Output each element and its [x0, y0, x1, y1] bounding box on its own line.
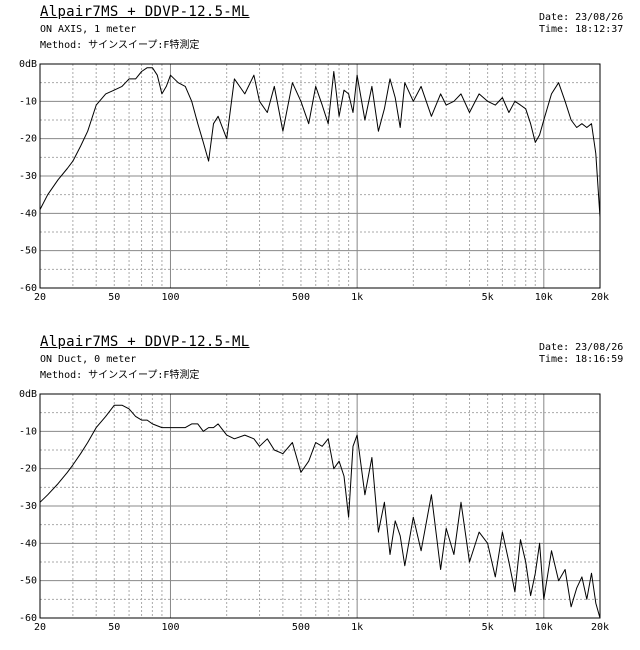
x-tick-label: 20: [34, 292, 46, 303]
x-tick-label: 10k: [535, 622, 553, 633]
date-readout: Date: 23/08/26: [539, 12, 624, 23]
y-tick-label: -50: [19, 246, 37, 257]
y-tick-label: -60: [19, 613, 37, 624]
method-label: Method: [40, 370, 77, 381]
y-tick-label: -60: [19, 283, 37, 294]
chart-panel-on-duct: Alpair7MS + DDVP-12.5-ML ON Duct, 0 mete…: [0, 330, 640, 650]
measurement-condition: ON Duct, 0 meter: [40, 354, 137, 365]
plot-frame: [39, 393, 601, 619]
x-tick-label: 100: [161, 292, 179, 303]
measurement-method: Method: サインスイープ:F特測定: [40, 370, 200, 381]
date-value: 23/08/26: [575, 342, 624, 353]
chart-title: Alpair7MS + DDVP-12.5-ML: [40, 334, 250, 350]
x-tick-label: 20: [34, 622, 46, 633]
x-tick-label: 50: [108, 622, 120, 633]
x-tick-label: 20k: [591, 622, 609, 633]
x-tick-label: 1k: [351, 622, 363, 633]
chart-title: Alpair7MS + DDVP-12.5-ML: [40, 4, 250, 20]
time-value: 18:16:59: [575, 354, 624, 365]
response-curve: [39, 404, 601, 619]
y-tick-label: -30: [19, 501, 37, 512]
x-tick-label: 10k: [535, 292, 553, 303]
y-tick-label: -10: [19, 426, 37, 437]
x-tick-label: 500: [292, 622, 310, 633]
time-readout: Time: 18:12:37: [539, 24, 624, 35]
y-tick-label: -20: [19, 464, 37, 475]
y-tick-label: 0dB: [19, 59, 37, 70]
measurement-method: Method: サインスイープ:F特測定: [40, 40, 200, 51]
grid: [40, 64, 600, 288]
x-tick-label: 5k: [482, 292, 494, 303]
grid: [40, 394, 600, 618]
response-curve: [39, 67, 601, 218]
x-tick-label: 50: [108, 292, 120, 303]
y-tick-label: -50: [19, 576, 37, 587]
y-tick-label: -20: [19, 134, 37, 145]
y-tick-label: -30: [19, 171, 37, 182]
method-value: サインスイープ:F特測定: [88, 40, 200, 51]
time-readout: Time: 18:16:59: [539, 354, 624, 365]
x-tick-label: 500: [292, 292, 310, 303]
method-value: サインスイープ:F特測定: [88, 370, 200, 381]
x-tick-label: 20k: [591, 292, 609, 303]
date-value: 23/08/26: [575, 12, 624, 23]
y-tick-label: -40: [19, 538, 37, 549]
x-tick-label: 5k: [482, 622, 494, 633]
measurement-condition: ON AXIS, 1 meter: [40, 24, 137, 35]
y-tick-label: -40: [19, 208, 37, 219]
method-label: Method: [40, 40, 77, 51]
plot-frame: [39, 63, 601, 289]
y-tick-label: 0dB: [19, 389, 37, 400]
x-tick-label: 100: [161, 622, 179, 633]
chart-panel-on-axis: Alpair7MS + DDVP-12.5-ML ON AXIS, 1 mete…: [0, 0, 640, 320]
y-tick-label: -10: [19, 96, 37, 107]
date-readout: Date: 23/08/26: [539, 342, 624, 353]
x-tick-label: 1k: [351, 292, 363, 303]
time-value: 18:12:37: [575, 24, 624, 35]
